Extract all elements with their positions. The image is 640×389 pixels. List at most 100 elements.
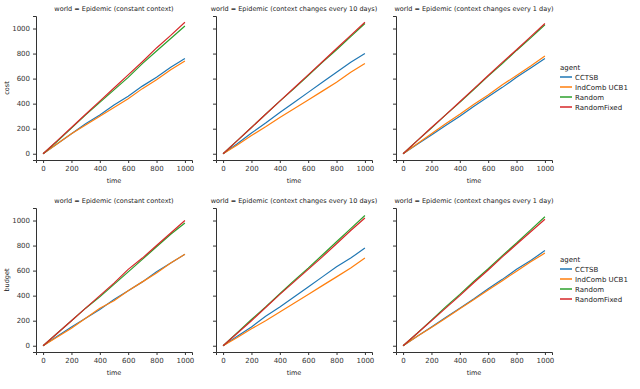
legend-title: agent bbox=[560, 64, 580, 72]
y-tick-label: 800 bbox=[17, 50, 30, 58]
x-tick-mark bbox=[488, 160, 489, 163]
series-line bbox=[403, 217, 545, 346]
x-tick-mark bbox=[365, 160, 366, 163]
x-tick: 1000 bbox=[536, 352, 554, 365]
series-line bbox=[43, 254, 185, 345]
x-tick-mark bbox=[185, 160, 186, 163]
panel: 02004006008001000world = Epidemic (conte… bbox=[211, 197, 378, 377]
x-tick: 200 bbox=[245, 160, 258, 173]
legend-swatch bbox=[560, 278, 572, 280]
y-axis-line bbox=[393, 17, 397, 161]
legend-label: CCTSB bbox=[575, 74, 598, 82]
y-tick-mark bbox=[213, 346, 216, 347]
y-axis: 0 200 400 600 800 1000 bbox=[12, 17, 36, 161]
series-line bbox=[223, 218, 365, 346]
x-tick-label: 600 bbox=[122, 165, 135, 173]
x-tick: 400 bbox=[94, 352, 107, 365]
y-tick-mark bbox=[393, 296, 396, 297]
y-tick bbox=[213, 79, 216, 80]
y-axis bbox=[213, 17, 217, 161]
y-tick-label: 200 bbox=[17, 125, 30, 133]
x-tick-label: 0 bbox=[41, 357, 45, 365]
y-tick: 400 bbox=[17, 292, 36, 300]
y-tick: 600 bbox=[17, 267, 36, 275]
y-axis-title: cost bbox=[3, 81, 11, 95]
y-tick-label: 200 bbox=[17, 317, 30, 325]
plot-area bbox=[43, 22, 185, 153]
x-axis-title: time bbox=[287, 177, 302, 185]
x-tick-mark bbox=[460, 352, 461, 355]
x-tick-label: 200 bbox=[425, 165, 438, 173]
x-tick-mark bbox=[223, 160, 224, 163]
x-tick-label: 400 bbox=[454, 357, 467, 365]
x-tick-mark bbox=[337, 160, 338, 163]
x-tick-mark bbox=[308, 352, 309, 355]
x-tick-mark bbox=[488, 352, 489, 355]
x-tick-label: 200 bbox=[245, 357, 258, 365]
y-tick-mark bbox=[213, 296, 216, 297]
panel-title: world = Epidemic (constant context) bbox=[54, 197, 173, 205]
y-tick bbox=[393, 296, 396, 297]
y-tick: 400 bbox=[17, 100, 36, 108]
legend-label: Random bbox=[575, 94, 604, 102]
y-tick-mark bbox=[393, 271, 396, 272]
x-tick-mark bbox=[280, 160, 281, 163]
x-tick-label: 200 bbox=[245, 165, 258, 173]
legend-title: agent bbox=[560, 256, 580, 264]
x-tick-mark bbox=[431, 352, 432, 355]
series-line bbox=[43, 254, 185, 345]
y-tick-mark bbox=[33, 246, 36, 247]
y-tick-label: 800 bbox=[17, 242, 30, 250]
x-tick: 600 bbox=[122, 160, 135, 173]
y-tick: 0 bbox=[26, 150, 36, 158]
panel: 0200400600800100002004006008001000world … bbox=[3, 197, 194, 377]
plot-area bbox=[403, 24, 545, 154]
y-tick bbox=[393, 221, 396, 222]
x-tick: 400 bbox=[454, 160, 467, 173]
x-tick-label: 400 bbox=[454, 165, 467, 173]
x-tick-label: 800 bbox=[150, 165, 163, 173]
x-tick: 1000 bbox=[176, 160, 194, 173]
y-tick: 600 bbox=[17, 75, 36, 83]
x-tick: 800 bbox=[150, 352, 163, 365]
x-axis-title: time bbox=[107, 177, 122, 185]
x-tick: 800 bbox=[150, 160, 163, 173]
x-tick-label: 600 bbox=[122, 357, 135, 365]
x-tick-label: 800 bbox=[330, 357, 343, 365]
y-tick-label: 1000 bbox=[12, 25, 30, 33]
x-tick-mark bbox=[128, 352, 129, 355]
y-tick-mark bbox=[213, 54, 216, 55]
x-tick-label: 200 bbox=[65, 357, 78, 365]
x-tick-mark bbox=[431, 160, 432, 163]
x-tick-label: 0 bbox=[401, 165, 405, 173]
y-tick bbox=[213, 29, 216, 30]
legend-label: Random bbox=[575, 286, 604, 294]
y-tick-mark bbox=[213, 129, 216, 130]
x-tick-mark bbox=[43, 160, 44, 163]
y-tick bbox=[213, 221, 216, 222]
x-tick: 1000 bbox=[356, 352, 374, 365]
series-line bbox=[403, 251, 545, 346]
y-tick bbox=[213, 246, 216, 247]
series-line bbox=[403, 253, 545, 346]
y-tick-mark bbox=[33, 104, 36, 105]
y-tick bbox=[393, 104, 396, 105]
series-line bbox=[223, 216, 365, 346]
x-tick-mark bbox=[545, 352, 546, 355]
x-tick: 400 bbox=[274, 160, 287, 173]
panel-title: world = Epidemic (constant context) bbox=[54, 5, 173, 13]
plot-area bbox=[223, 216, 365, 346]
x-tick: 800 bbox=[510, 160, 523, 173]
x-tick: 0 bbox=[401, 352, 405, 365]
y-tick: 800 bbox=[17, 50, 36, 58]
x-tick-label: 800 bbox=[330, 165, 343, 173]
series-line bbox=[223, 258, 365, 346]
y-tick-label: 1000 bbox=[12, 217, 30, 225]
y-axis bbox=[393, 209, 397, 353]
x-tick: 600 bbox=[482, 160, 495, 173]
y-tick-mark bbox=[213, 79, 216, 80]
y-tick bbox=[213, 154, 216, 155]
series-line bbox=[223, 22, 365, 153]
series-line bbox=[43, 221, 185, 346]
y-tick-mark bbox=[33, 221, 36, 222]
